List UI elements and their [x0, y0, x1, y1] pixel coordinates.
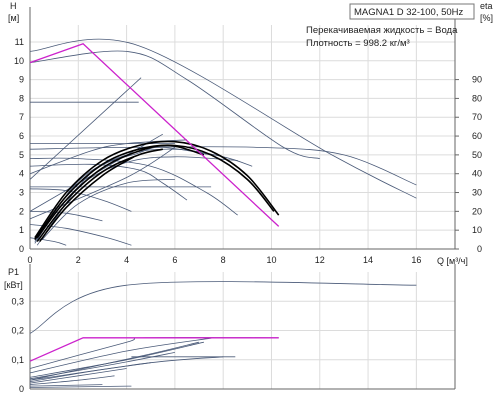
annotation-density: Плотность = 998.2 кг/м³ — [306, 38, 410, 49]
series-curve — [29, 281, 417, 334]
series-curve — [29, 375, 115, 385]
series-curve — [29, 211, 103, 222]
y2-tick-label: 90 — [472, 75, 482, 85]
series-duty — [34, 140, 280, 239]
y2-tick-label: 50 — [472, 150, 482, 160]
y2-tick-label: 10 — [472, 225, 482, 235]
bottom-grid — [29, 264, 456, 390]
series-duty — [39, 156, 135, 242]
y-tick-label: 11 — [15, 37, 24, 47]
y-axis-label-power: P1 — [8, 267, 19, 277]
y-tick-label: 8 — [19, 93, 24, 103]
x-axis-label: Q [м³/ч] — [437, 256, 468, 266]
y-tick-label: 4 — [19, 169, 24, 179]
y-axis-unit-power: [кВт] — [4, 280, 23, 290]
y-tick-label: 3 — [19, 188, 24, 198]
x-tick-label: 8 — [221, 255, 226, 265]
x-tick-label: 0 — [27, 255, 32, 265]
x-tick-label: 16 — [411, 255, 421, 265]
y-tick-label: 2 — [19, 206, 24, 216]
series-curve — [29, 188, 132, 212]
series-curve — [29, 163, 188, 201]
y-tick-label: 0,2 — [11, 326, 24, 336]
series-highlight — [29, 337, 279, 362]
y2-tick-label: 70 — [472, 112, 482, 122]
x-tick-label: 10 — [266, 255, 276, 265]
y-tick-label: 10 — [14, 56, 24, 66]
x-tick-label: 2 — [76, 255, 81, 265]
x-tick-label: 4 — [124, 255, 129, 265]
series-curve — [29, 341, 200, 381]
series-curve — [29, 352, 175, 380]
series-curve — [29, 147, 176, 220]
y-tick-label: 0 — [19, 384, 24, 394]
y-axis-label-head: H — [10, 1, 17, 11]
series-duty — [36, 144, 205, 239]
series-curve — [29, 38, 417, 199]
y-tick-label: 6 — [19, 131, 24, 141]
y-tick-label: 0 — [19, 244, 24, 254]
series-curve — [29, 146, 417, 186]
y-axis-unit-head: [м] — [8, 13, 19, 23]
series-curve — [34, 148, 253, 244]
y-tick-label: 0,3 — [11, 296, 24, 306]
y2-axis-unit-eta: [%] — [480, 13, 493, 23]
series-curve — [29, 368, 127, 384]
series-duty — [36, 148, 163, 242]
x-tick-label: 12 — [315, 255, 325, 265]
y-tick-label: 0,1 — [11, 355, 24, 365]
head-curves — [29, 38, 417, 246]
power-curves — [29, 281, 417, 388]
series-highlight — [29, 43, 280, 227]
series-curve — [29, 77, 142, 180]
series-curve — [29, 362, 151, 383]
y2-tick-label: 40 — [472, 169, 482, 179]
y2-tick-label: 0 — [477, 244, 482, 254]
series-curve — [29, 384, 103, 387]
y-tick-label: 1 — [19, 225, 24, 235]
chart-title: MAGNA1 D 32-100, 50Hz — [354, 7, 464, 18]
y2-tick-label: 30 — [472, 188, 482, 198]
x-tick-label: 6 — [172, 255, 177, 265]
y2-tick-label: 60 — [472, 131, 482, 141]
series-curve — [29, 341, 204, 378]
x-tick-label: 14 — [363, 255, 373, 265]
y-tick-label: 5 — [19, 150, 24, 160]
y2-axis-label-eta: eta — [480, 1, 493, 11]
series-curve — [29, 337, 214, 374]
series-curve — [41, 179, 175, 240]
y-tick-label: 7 — [19, 112, 24, 122]
series-curve — [29, 385, 132, 388]
annotation-liquid: Перекачиваемая жидкость = Вода — [306, 25, 458, 36]
y2-tick-label: 20 — [472, 206, 482, 216]
y2-tick-label: 80 — [472, 93, 482, 103]
y-tick-label: 9 — [19, 75, 24, 85]
series-curve — [29, 157, 238, 216]
title-box — [349, 3, 475, 20]
